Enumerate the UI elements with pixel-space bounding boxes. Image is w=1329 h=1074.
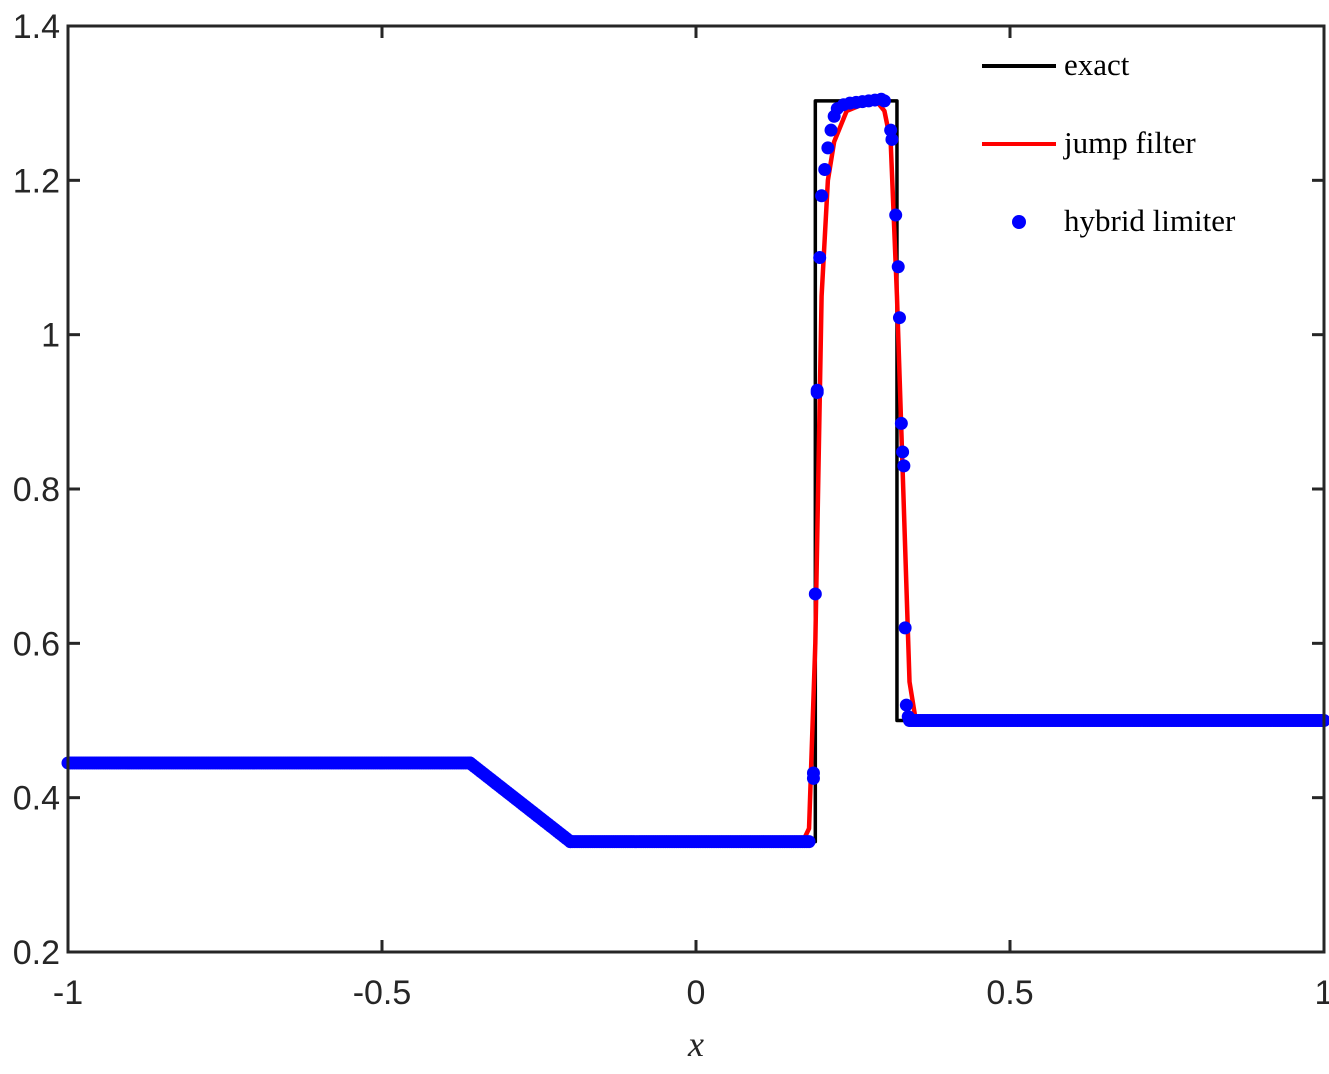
data-point-556	[897, 459, 911, 473]
legend-label-1: jump filter	[1063, 125, 1196, 160]
data-point-534	[813, 251, 827, 264]
data-point-553	[892, 311, 906, 325]
x-tick-label-4: 1	[1315, 974, 1329, 1012]
y-tick-label-2: 0.6	[13, 625, 60, 663]
legend-label-0: exact	[1064, 47, 1130, 82]
data-point-555	[896, 445, 910, 459]
data-point-530	[806, 771, 820, 785]
y-tick-label-1: 0.4	[13, 780, 60, 818]
data-point-536	[818, 163, 832, 177]
data-point-537	[821, 141, 835, 155]
series-layer	[61, 92, 1329, 849]
data-point-552	[891, 260, 905, 274]
data-point-557	[898, 621, 912, 635]
data-point-558	[899, 698, 913, 712]
y-tick-label-0: 0.2	[13, 934, 60, 972]
series-scatter-2	[61, 92, 1329, 849]
y-tick-label-6: 1.4	[13, 8, 60, 46]
x-tick-label-1: -0.5	[353, 974, 412, 1012]
legend-marker-2	[1012, 215, 1026, 229]
data-point-531	[808, 587, 822, 601]
data-point-550	[885, 132, 899, 146]
axes-layer: -1 -0.5 0 0.5 1 0.2 0.4 0.6 0.8 1 1.2 1.4	[13, 8, 1329, 1012]
y-tick-label-5: 1.2	[13, 162, 60, 200]
x-tick-label-2: 0	[687, 974, 706, 1012]
data-point-339	[802, 835, 816, 849]
x-tick-label-0: -1	[53, 974, 83, 1012]
data-point-533	[810, 386, 824, 400]
y-tick-label-3: 0.8	[13, 471, 60, 509]
x-tick-label-3: 0.5	[986, 974, 1033, 1012]
data-point-554	[894, 416, 908, 430]
data-point-559	[901, 710, 915, 724]
data-point-548	[877, 94, 891, 108]
legend: exact jump filter hybrid limiter	[982, 47, 1236, 238]
data-point-538	[824, 123, 838, 137]
legend-label-2: hybrid limiter	[1064, 203, 1236, 238]
x-axis-title: x	[687, 1024, 704, 1064]
data-point-551	[889, 208, 903, 222]
data-point-535	[815, 189, 829, 203]
y-tick-label-4: 1	[41, 317, 60, 355]
